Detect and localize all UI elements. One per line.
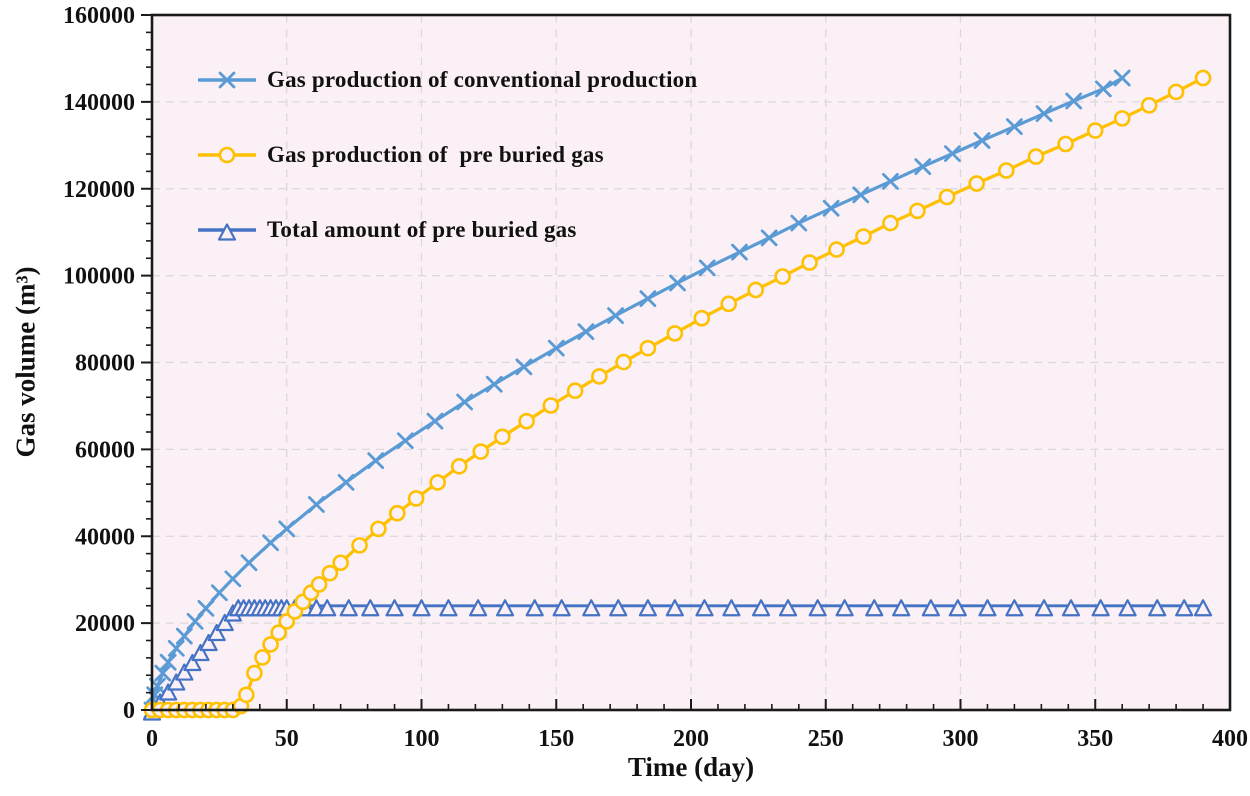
x-tick-labels: 0 50 100 150 200 250 300 350 400 xyxy=(146,726,1248,752)
x-axis-title: Time (day) xyxy=(627,752,755,782)
legend-label: Gas production of conventional productio… xyxy=(267,67,698,92)
svg-text:350: 350 xyxy=(1077,726,1113,752)
svg-text:100000: 100000 xyxy=(63,264,135,290)
svg-text:400: 400 xyxy=(1212,726,1248,752)
svg-text:40000: 40000 xyxy=(75,524,135,550)
legend-label: Gas production of pre buried gas xyxy=(267,142,604,167)
svg-text:250: 250 xyxy=(808,726,844,752)
svg-text:140000: 140000 xyxy=(63,90,135,116)
svg-text:300: 300 xyxy=(943,726,979,752)
svg-text:20000: 20000 xyxy=(75,611,135,637)
legend-label: Total amount of pre buried gas xyxy=(267,217,577,242)
svg-text:0: 0 xyxy=(123,698,135,724)
svg-text:200: 200 xyxy=(673,726,709,752)
y-axis-title: Gas volume (m³) xyxy=(10,266,41,458)
gridlines xyxy=(152,15,1230,710)
svg-text:80000: 80000 xyxy=(75,351,135,377)
plot-border xyxy=(150,13,1232,712)
triangle-marker-icon xyxy=(198,223,256,241)
legend-item-total-pre-buried-gas: Total amount of pre buried gas xyxy=(196,215,577,245)
legend-item-pre-buried-gas-production: Gas production of pre buried gas xyxy=(196,140,604,170)
svg-text:50: 50 xyxy=(275,726,299,752)
axis-ticks xyxy=(141,14,1231,711)
circle-marker-icon xyxy=(198,146,256,164)
svg-text:60000: 60000 xyxy=(75,437,135,463)
x-marker-icon xyxy=(198,71,256,89)
svg-text:100: 100 xyxy=(404,726,440,752)
svg-text:150: 150 xyxy=(538,726,574,752)
y-tick-labels: 0 20000 40000 60000 80000 100000 120000 140000 1… xyxy=(63,3,135,724)
series-0 xyxy=(143,69,1131,719)
svg-text:160000: 160000 xyxy=(63,3,135,29)
legend-item-conventional-production: Gas production of conventional productio… xyxy=(196,65,697,95)
svg-text:120000: 120000 xyxy=(63,177,135,203)
svg-text:0: 0 xyxy=(146,726,158,752)
